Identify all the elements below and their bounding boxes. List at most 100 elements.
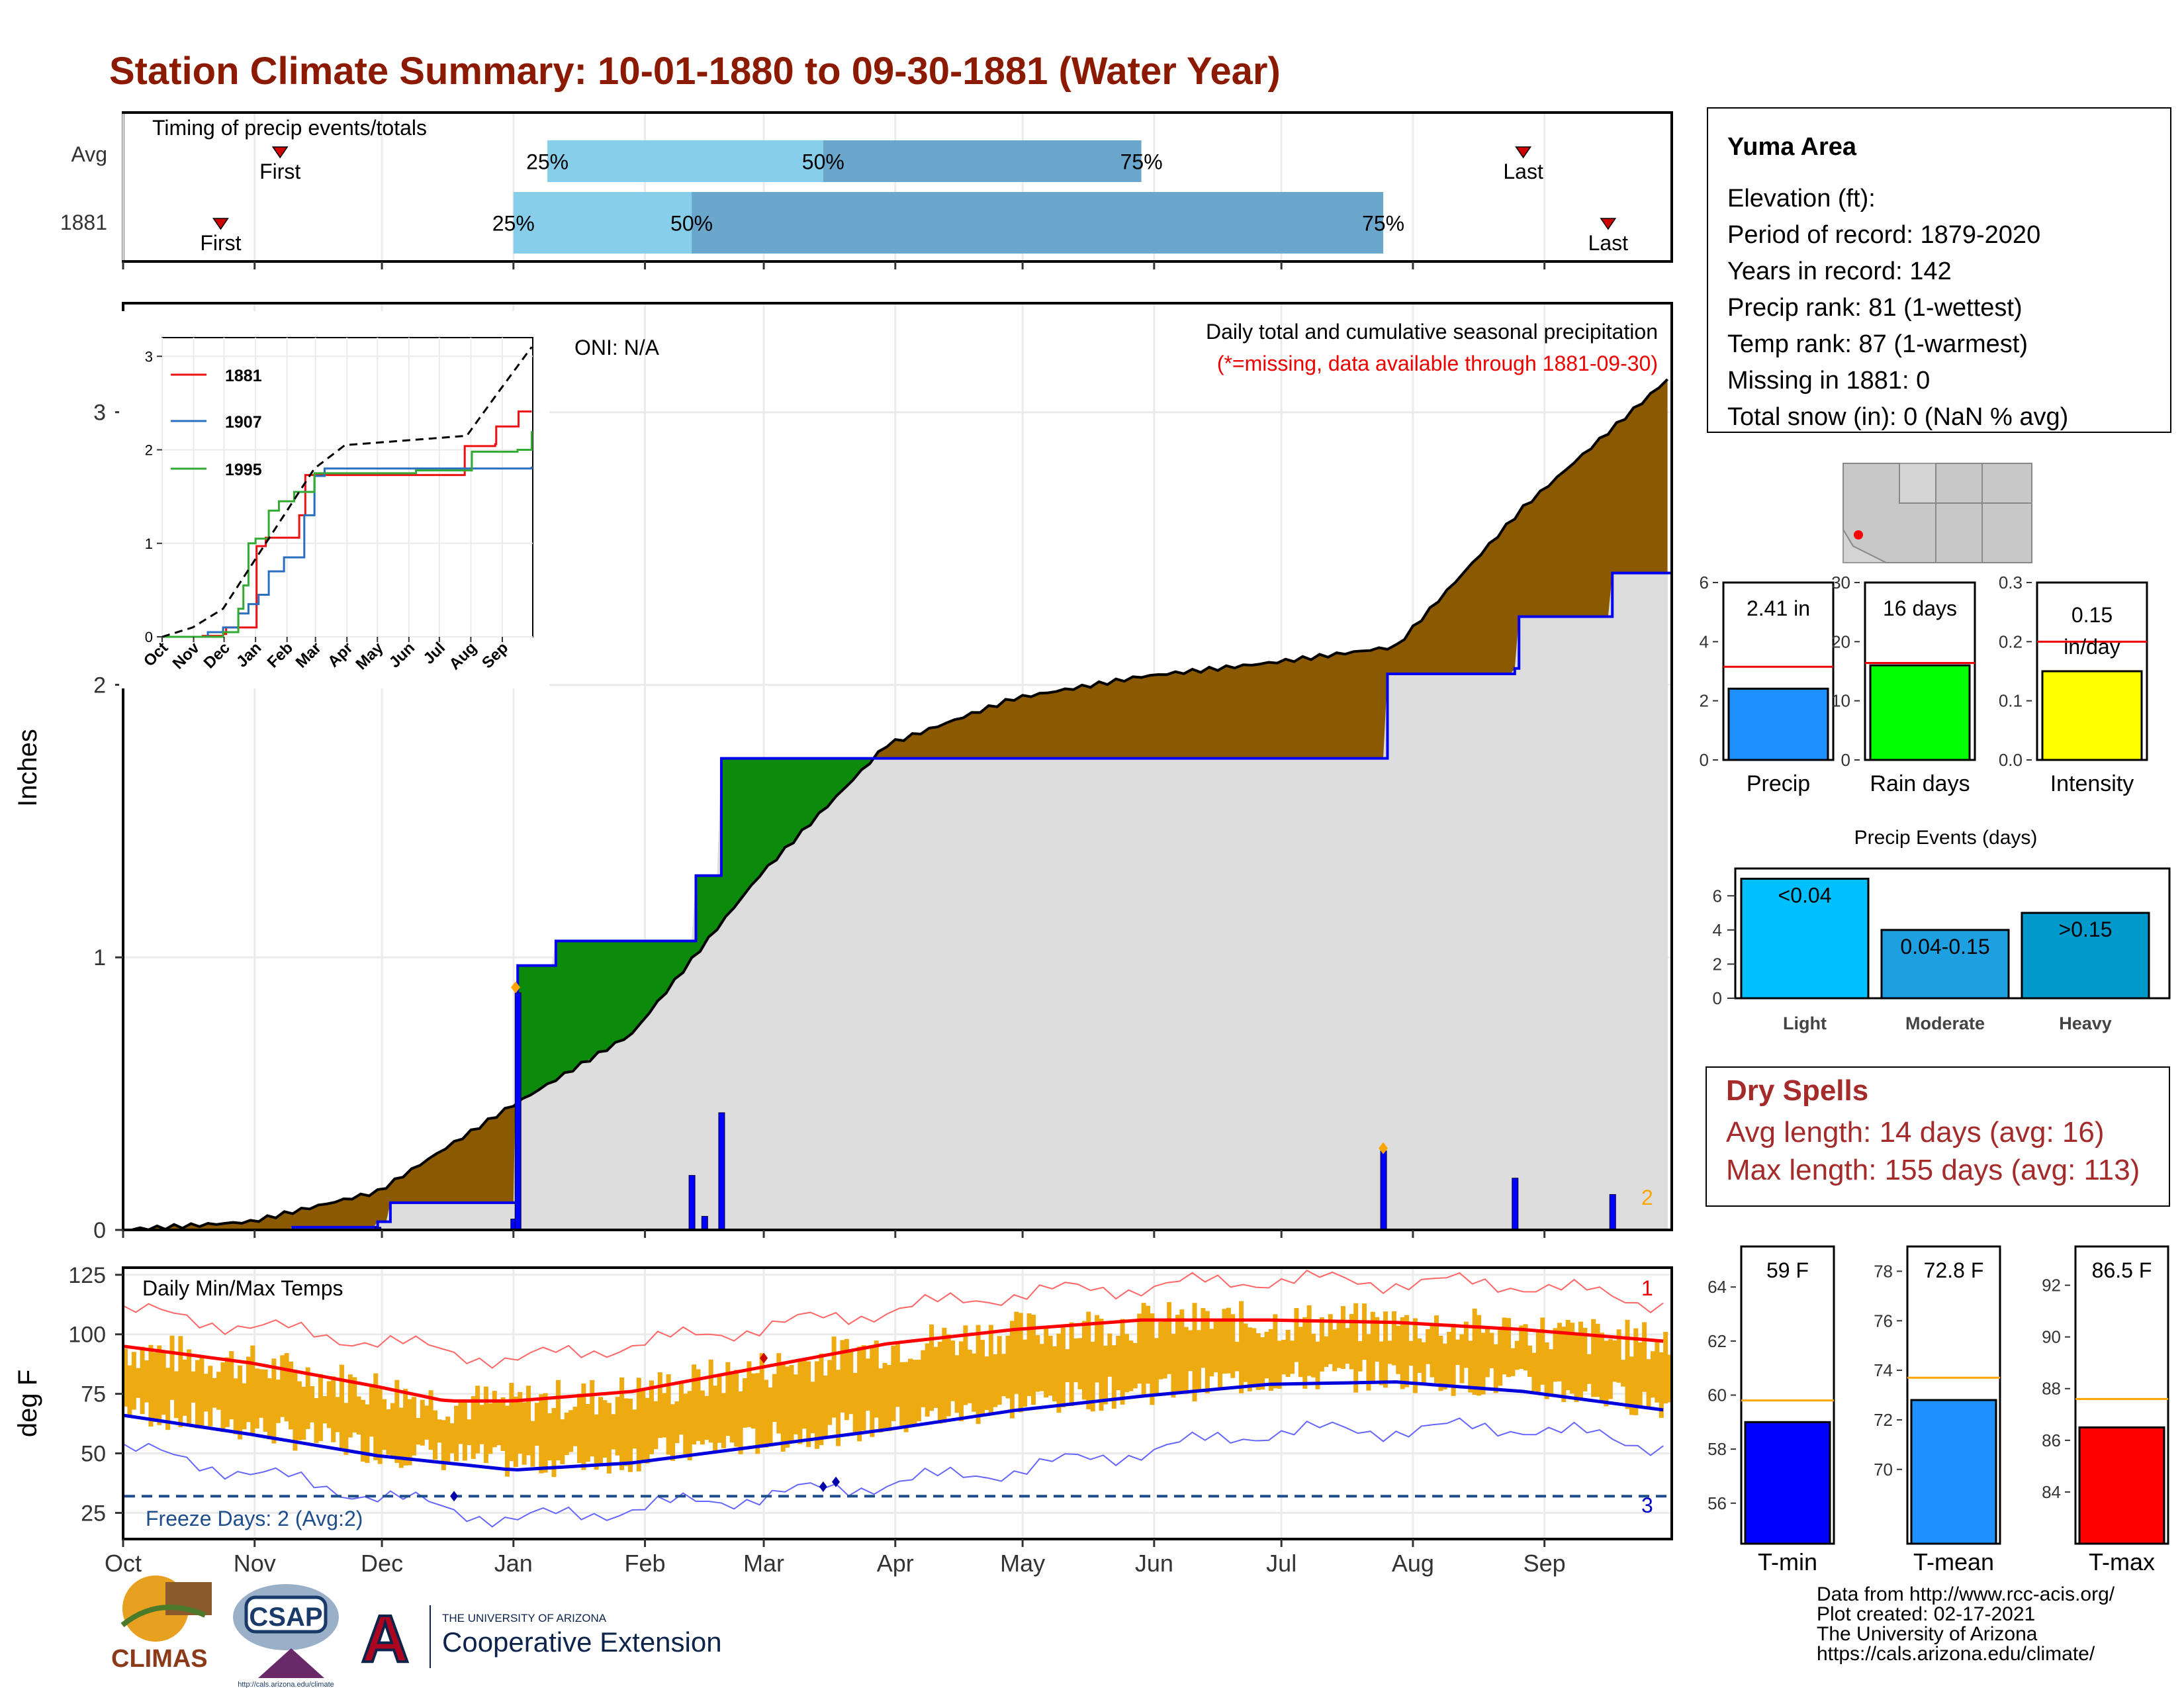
daily-temp-bar [543, 1393, 548, 1473]
daily-temp-bar [1637, 1342, 1643, 1407]
daily-temp-bar [1459, 1334, 1465, 1383]
daily-temp-bar [772, 1374, 777, 1423]
daily-temp-bar [1294, 1308, 1299, 1362]
precip-y-tick-label: 6 [1700, 573, 1709, 592]
daily-temp-bar [1506, 1318, 1511, 1378]
tmax-y-tick-label: 92 [2042, 1276, 2061, 1295]
daily-temp-bar [1557, 1323, 1562, 1382]
daily-temp-bar [1116, 1335, 1121, 1391]
daily-temp-bar [903, 1362, 909, 1432]
daily-temp-bar [1608, 1339, 1613, 1399]
record-high-count: 1 [1641, 1276, 1653, 1300]
daily-temp-bar [1281, 1339, 1287, 1375]
precip-y-tick-label: 4 [1700, 632, 1709, 651]
daily-temp-bar [1442, 1343, 1447, 1389]
logo-climas: CLIMAS [111, 1575, 212, 1673]
daily-temp-bar [373, 1373, 379, 1460]
daily-temp-bar [534, 1403, 539, 1446]
daily-temp-bar [416, 1418, 421, 1445]
daily-temp-bar [1103, 1345, 1108, 1405]
daily-temp-bar [1345, 1328, 1350, 1364]
timing-marker-label: Last [1588, 231, 1629, 255]
timing-marker-label: Last [1503, 160, 1543, 183]
logo-ua: A THE UNIVERSITY OF ARIZONA Cooperative … [360, 1601, 722, 1677]
daily-temp-bar [1553, 1328, 1558, 1382]
legend-1907-label: 1907 [225, 413, 262, 432]
inset-line-1881 [162, 410, 532, 638]
daily-temp-bar [246, 1356, 251, 1423]
daily-temp-bar [1447, 1331, 1452, 1387]
month-label: Mar [743, 1550, 784, 1577]
event-bar-label: <0.04 [1778, 883, 1832, 907]
daily-temp-bar [518, 1391, 523, 1454]
raindays-value-bar [1869, 664, 1971, 761]
temp-y-tick-label: 75 [81, 1382, 106, 1407]
legend-1995-label: 1995 [225, 461, 262, 479]
daily-temp-bar [161, 1350, 166, 1415]
daily-temp-bar [539, 1394, 544, 1474]
daily-temp-bar [1226, 1307, 1231, 1374]
daily-temp-bar [921, 1350, 926, 1407]
daily-temp-bar [1540, 1317, 1545, 1385]
daily-temp-bar [1060, 1327, 1066, 1407]
map-region-shape [1843, 463, 2032, 563]
daily-temp-bar [801, 1358, 807, 1429]
daily-temp-bar [1357, 1341, 1363, 1372]
daily-temp-bar [755, 1373, 760, 1454]
daily-temp-bar [275, 1380, 281, 1423]
daily-temp-bar [606, 1403, 612, 1474]
daily-temp-bar [254, 1368, 259, 1429]
daily-temp-bar [1404, 1315, 1410, 1387]
raindays-y-tick-label: 20 [1831, 632, 1850, 651]
precip-value-label: 2.41 in [1747, 596, 1810, 620]
daily-temp-bar [1048, 1335, 1053, 1396]
daily-temp-bar [764, 1380, 769, 1448]
daily-temp-bar [954, 1355, 960, 1413]
daily-temp-bar [611, 1414, 616, 1450]
tmean-value-label: 72.8 F [1924, 1258, 1984, 1282]
daily-temp-bar [318, 1374, 323, 1441]
month-label: Sep [1524, 1550, 1566, 1577]
daily-temp-bar [1430, 1324, 1435, 1378]
daily-temp-bar [1349, 1314, 1354, 1370]
event-bar-label: >0.15 [2059, 917, 2113, 941]
daily-temp-bar [874, 1340, 879, 1418]
daily-temp-bar [1298, 1327, 1303, 1378]
info-temp-rank: Temp rank: 87 (1-warmest) [1727, 330, 2028, 358]
daily-temp-bar [1167, 1302, 1172, 1374]
timing-p50-label: 50% [670, 212, 713, 236]
daily-temp-bar [1023, 1339, 1028, 1407]
missing-count-label: 2 [1641, 1186, 1653, 1209]
daily-temp-bar [1595, 1323, 1600, 1397]
daily-temp-bar [331, 1376, 336, 1442]
daily-temp-bar [398, 1407, 404, 1468]
precip-subtitle: Daily total and cumulative seasonal prec… [1206, 320, 1658, 344]
intensity-unit-label: in/day [2064, 635, 2120, 659]
daily-temp-bar [747, 1361, 752, 1427]
daily-temp-bar [462, 1401, 467, 1461]
month-label: Aug [1392, 1550, 1434, 1577]
daily-temp-bar [793, 1374, 798, 1434]
daily-temp-bar [1095, 1315, 1100, 1383]
daily-temp-bar [925, 1343, 930, 1417]
daily-temp-bar [1201, 1308, 1206, 1368]
raindays-y-tick-label: 30 [1831, 573, 1850, 592]
daily-temp-bar [1477, 1315, 1482, 1396]
daily-temp-bar [140, 1346, 145, 1415]
timing-p25-label: 25% [492, 212, 535, 236]
daily-temp-bar [657, 1372, 662, 1438]
daily-temp-bar [500, 1397, 506, 1452]
daily-temp-bar [1604, 1340, 1609, 1407]
daily-temp-bar [1324, 1336, 1329, 1368]
daily-temp-bar [594, 1414, 599, 1470]
timing-marker-icon [212, 218, 229, 230]
month-label: Jan [494, 1550, 533, 1577]
daily-temp-bars [123, 1301, 1672, 1477]
daily-temp-bar [725, 1362, 731, 1436]
daily-temp-bar [547, 1413, 553, 1461]
daily-temp-bar [187, 1349, 192, 1426]
daily-temp-bar [1451, 1323, 1456, 1396]
daily-temp-bar [984, 1356, 989, 1410]
